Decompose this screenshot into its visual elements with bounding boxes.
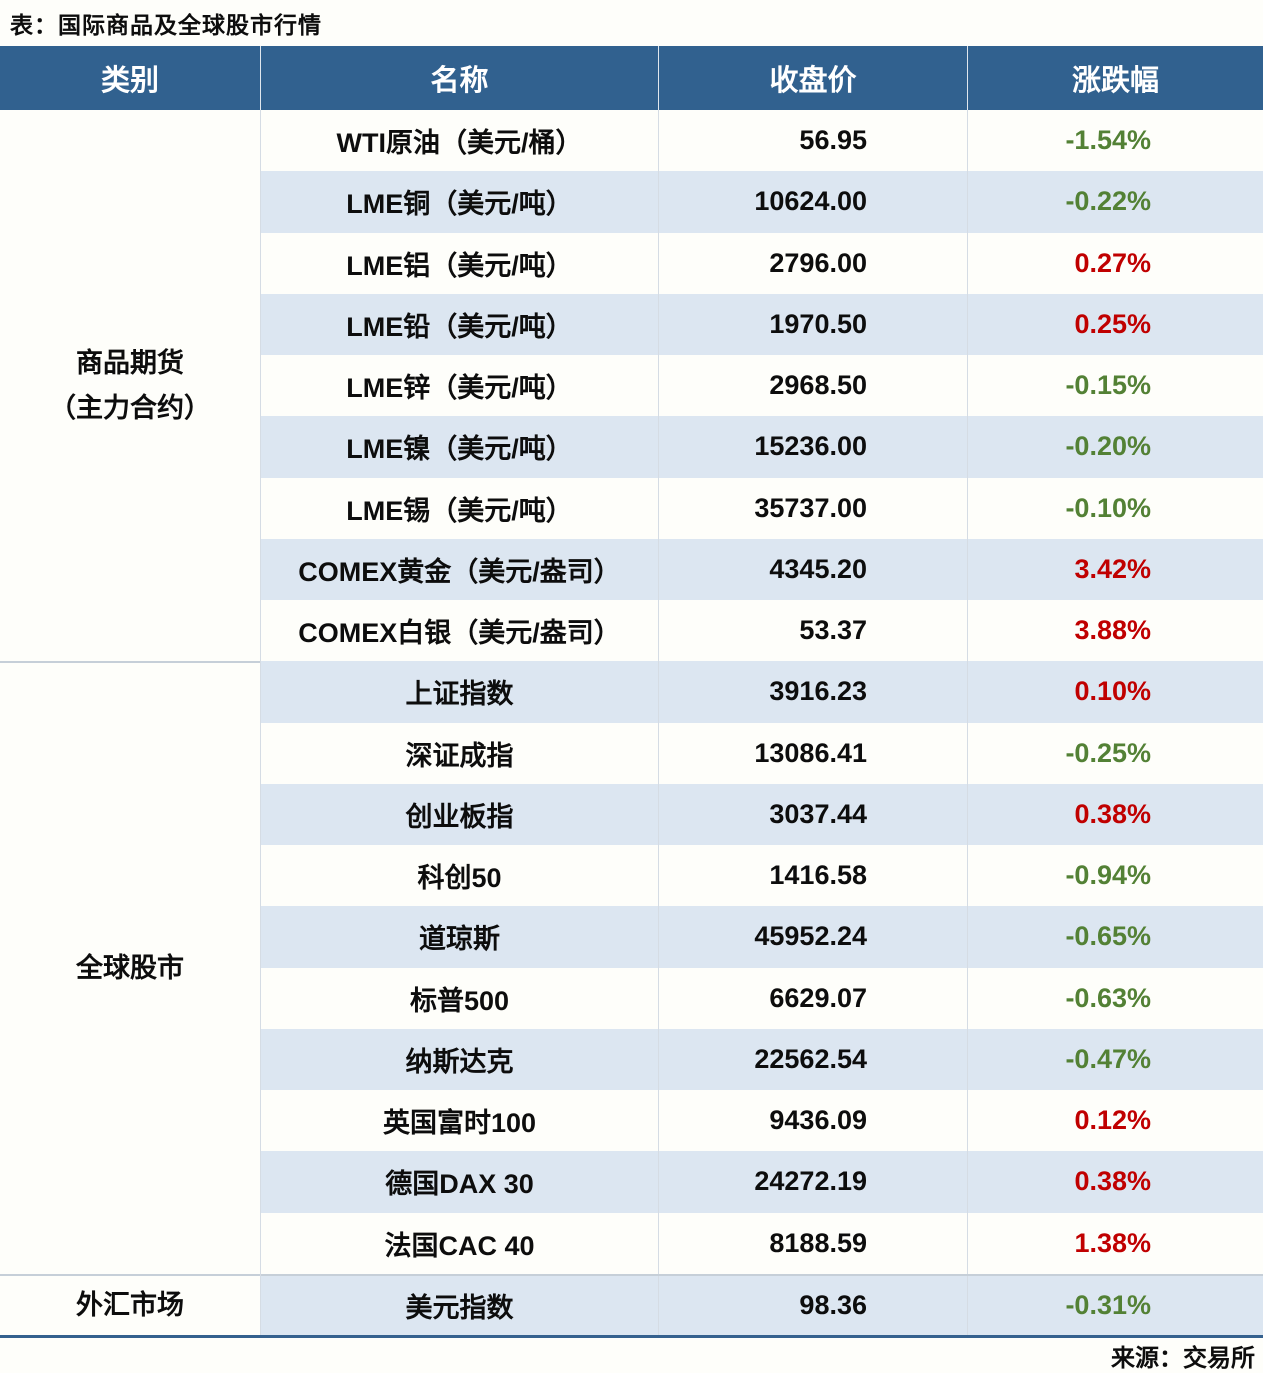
change-cell: -0.63% bbox=[967, 967, 1263, 1029]
change-cell: -0.15% bbox=[967, 355, 1263, 417]
change-cell: 1.38% bbox=[967, 1212, 1263, 1274]
name-cell: 纳斯达克 bbox=[405, 1046, 514, 1077]
close-cell: 2968.50 bbox=[658, 355, 967, 417]
name-cell: LME锌（美元/吨） bbox=[346, 373, 573, 404]
category-label: 全球股市 bbox=[76, 953, 184, 984]
table-row: 创业板指 3037.44 0.38% bbox=[261, 783, 1263, 845]
table-row: 道琼斯 45952.24 -0.65% bbox=[261, 906, 1263, 968]
name-cell: 美元指数 bbox=[405, 1292, 514, 1323]
table-row: 上证指数 3916.23 0.10% bbox=[261, 661, 1263, 723]
table-row: LME铜（美元/吨） 10624.00 -0.22% bbox=[261, 171, 1263, 233]
close-cell: 8188.59 bbox=[658, 1212, 967, 1274]
name-cell: LME铅（美元/吨） bbox=[346, 311, 573, 342]
header-change: 涨跌幅 bbox=[967, 46, 1263, 110]
table-row: 深证成指 13086.41 -0.25% bbox=[261, 722, 1263, 784]
change-cell: 0.38% bbox=[967, 783, 1263, 845]
name-cell: LME铝（美元/吨） bbox=[346, 250, 573, 281]
category-label-line1: 商品期货 bbox=[76, 348, 184, 379]
close-cell: 45952.24 bbox=[658, 906, 967, 968]
close-cell: 1416.58 bbox=[658, 845, 967, 907]
change-cell: -0.31% bbox=[967, 1275, 1263, 1335]
close-cell: 35737.00 bbox=[658, 477, 967, 539]
category-commodity-futures: 商品期货 （主力合约） bbox=[0, 110, 260, 661]
source-note: 来源：交易所 bbox=[1111, 1344, 1255, 1372]
change-cell: 3.42% bbox=[967, 538, 1263, 600]
name-cell: 道琼斯 bbox=[419, 924, 500, 955]
close-cell: 6629.07 bbox=[658, 967, 967, 1029]
category-global-stocks: 全球股市 bbox=[0, 661, 260, 1274]
category-label-line2: （主力合约） bbox=[49, 392, 211, 423]
close-cell: 1970.50 bbox=[658, 293, 967, 355]
name-cell: 深证成指 bbox=[405, 740, 514, 771]
header-close: 收盘价 bbox=[658, 46, 967, 110]
change-cell: 0.12% bbox=[967, 1090, 1263, 1152]
table-row: LME铝（美元/吨） 2796.00 0.27% bbox=[261, 232, 1263, 294]
name-cell: 英国富时100 bbox=[382, 1108, 537, 1139]
close-cell: 98.36 bbox=[658, 1275, 967, 1335]
name-cell: LME镍（美元/吨） bbox=[346, 434, 573, 465]
change-cell: -0.20% bbox=[967, 416, 1263, 478]
change-cell: -1.54% bbox=[967, 110, 1263, 172]
change-cell: 0.10% bbox=[967, 661, 1263, 723]
data-rows: WTI原油（美元/桶） 56.95 -1.54% LME铜（美元/吨） 1062… bbox=[260, 110, 1263, 1335]
table-row: LME锡（美元/吨） 35737.00 -0.10% bbox=[261, 477, 1263, 539]
change-cell: -0.10% bbox=[967, 477, 1263, 539]
name-cell: COMEX白银（美元/盎司） bbox=[298, 618, 621, 649]
close-cell: 15236.00 bbox=[658, 416, 967, 478]
change-cell: -0.65% bbox=[967, 906, 1263, 968]
name-cell: 法国CAC 40 bbox=[384, 1230, 535, 1261]
close-cell: 10624.00 bbox=[658, 171, 967, 233]
close-cell: 22562.54 bbox=[658, 1028, 967, 1090]
change-cell: 0.38% bbox=[967, 1151, 1263, 1213]
change-cell: 0.27% bbox=[967, 232, 1263, 294]
close-cell: 13086.41 bbox=[658, 722, 967, 784]
change-cell: -0.25% bbox=[967, 722, 1263, 784]
name-cell: 德国DAX 30 bbox=[385, 1169, 534, 1200]
change-cell: -0.47% bbox=[967, 1028, 1263, 1090]
close-cell: 3037.44 bbox=[658, 783, 967, 845]
table-row: COMEX白银（美元/盎司） 53.37 3.88% bbox=[261, 600, 1263, 662]
change-cell: 0.25% bbox=[967, 293, 1263, 355]
category-forex-market: 外汇市场 bbox=[0, 1273, 260, 1335]
close-cell: 53.37 bbox=[658, 600, 967, 662]
close-cell: 9436.09 bbox=[658, 1090, 967, 1152]
close-cell: 3916.23 bbox=[658, 661, 967, 723]
name-cell: 创业板指 bbox=[405, 801, 514, 832]
header-name: 名称 bbox=[260, 46, 658, 110]
table-row: LME铅（美元/吨） 1970.50 0.25% bbox=[261, 293, 1263, 355]
change-cell: 3.88% bbox=[967, 600, 1263, 662]
close-cell: 2796.00 bbox=[658, 232, 967, 294]
name-cell: LME铜（美元/吨） bbox=[346, 189, 573, 220]
table-row: 法国CAC 40 8188.59 1.38% bbox=[261, 1212, 1263, 1274]
table-row: 德国DAX 30 24272.19 0.38% bbox=[261, 1151, 1263, 1213]
table-row: 美元指数 98.36 -0.31% bbox=[261, 1273, 1263, 1335]
category-column: 商品期货 （主力合约） 全球股市 外汇市场 bbox=[0, 110, 260, 1335]
category-label: 外汇市场 bbox=[76, 1290, 184, 1321]
name-cell: 标普500 bbox=[409, 985, 510, 1016]
table-row: 英国富时100 9436.09 0.12% bbox=[261, 1090, 1263, 1152]
close-cell: 56.95 bbox=[658, 110, 967, 172]
table-row: LME锌（美元/吨） 2968.50 -0.15% bbox=[261, 355, 1263, 417]
table-row: 标普500 6629.07 -0.63% bbox=[261, 967, 1263, 1029]
table-header-row: 类别 名称 收盘价 涨跌幅 bbox=[0, 46, 1263, 110]
name-cell: WTI原油（美元/桶） bbox=[336, 128, 583, 159]
close-cell: 4345.20 bbox=[658, 538, 967, 600]
table-row: LME镍（美元/吨） 15236.00 -0.20% bbox=[261, 416, 1263, 478]
table-row: 纳斯达克 22562.54 -0.47% bbox=[261, 1028, 1263, 1090]
name-cell: COMEX黄金（美元/盎司） bbox=[298, 556, 621, 587]
table-row: COMEX黄金（美元/盎司） 4345.20 3.42% bbox=[261, 538, 1263, 600]
table-body: 商品期货 （主力合约） 全球股市 外汇市场 WTI原油（美元/桶） 56.95 … bbox=[0, 110, 1263, 1338]
change-cell: -0.94% bbox=[967, 845, 1263, 907]
change-cell: -0.22% bbox=[967, 171, 1263, 233]
page-title: 表：国际商品及全球股市行情 bbox=[10, 12, 322, 38]
table-row: WTI原油（美元/桶） 56.95 -1.54% bbox=[261, 110, 1263, 172]
name-cell: 科创50 bbox=[417, 863, 502, 894]
header-category: 类别 bbox=[100, 65, 159, 97]
close-cell: 24272.19 bbox=[658, 1151, 967, 1213]
name-cell: LME锡（美元/吨） bbox=[346, 495, 573, 526]
table-row: 科创50 1416.58 -0.94% bbox=[261, 845, 1263, 907]
name-cell: 上证指数 bbox=[405, 679, 514, 710]
